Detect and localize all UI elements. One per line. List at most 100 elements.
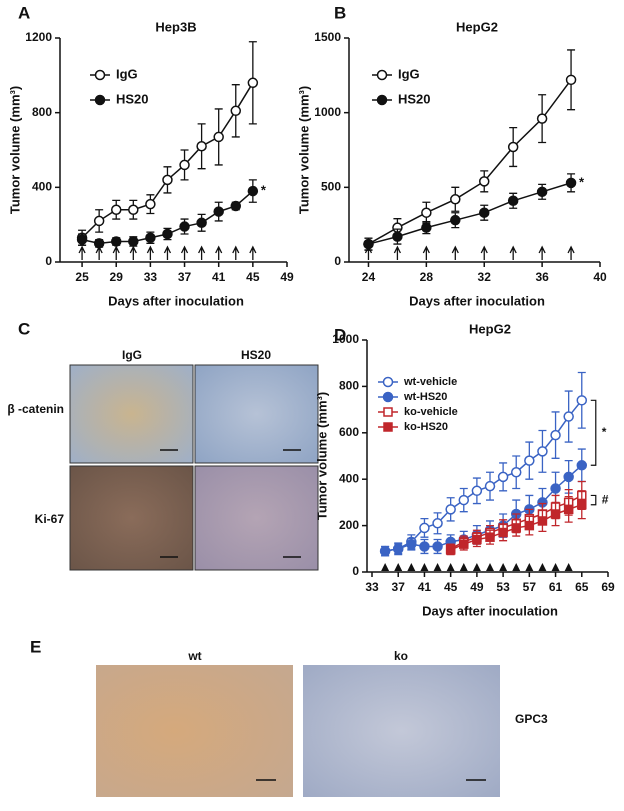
treatment-triangle (551, 563, 560, 571)
marker (382, 376, 394, 388)
treatment-triangle (394, 563, 403, 571)
legend-label: ko-vehicle (404, 406, 458, 418)
marker (432, 541, 443, 552)
row-label: Ki-67 (35, 512, 65, 526)
series-line (384, 399, 583, 552)
legend-label: IgG (398, 66, 420, 81)
x-tick-label: 41 (212, 270, 226, 284)
x-tick-label: 29 (110, 270, 124, 284)
marker (507, 141, 519, 153)
marker (76, 234, 88, 245)
x-tick-label: 49 (280, 270, 294, 284)
marker (576, 395, 588, 406)
y-tick-label: 400 (32, 180, 52, 194)
marker (577, 499, 587, 510)
legend-label: wt-vehicle (403, 376, 457, 388)
y-tick-label: 600 (339, 425, 359, 439)
bracket (590, 494, 597, 506)
marker (421, 222, 432, 233)
legend-label: HS20 (398, 91, 431, 106)
marker (213, 131, 224, 143)
marker (537, 446, 548, 457)
bracket (590, 399, 597, 466)
marker (392, 543, 404, 555)
y-tick-label: 0 (352, 564, 359, 578)
marker (550, 429, 561, 441)
micrograph (194, 364, 319, 464)
x-tick-label: 37 (178, 270, 192, 284)
treatment-arrow (451, 245, 459, 260)
treatment-triangle (564, 563, 573, 571)
y-axis-label: Tumor volume (mm³) (7, 86, 22, 214)
marker (376, 69, 388, 81)
treatment-arrow (480, 245, 488, 260)
marker (230, 105, 242, 117)
marker (458, 494, 470, 506)
x-tick-label: 28 (420, 270, 434, 284)
micrograph (96, 665, 293, 797)
panel-label: B (334, 3, 346, 22)
marker (196, 141, 207, 152)
marker (524, 455, 535, 466)
x-tick-label: 65 (575, 580, 589, 594)
marker (94, 94, 106, 106)
treatment-arrow (232, 245, 240, 260)
marker (497, 471, 509, 483)
treatment-triangle (486, 563, 494, 571)
marker (419, 541, 430, 552)
x-tick-label: 45 (444, 580, 458, 594)
scale-bars (160, 449, 301, 558)
row-label: β -catenin (7, 402, 64, 416)
marker (478, 207, 490, 218)
marker (537, 516, 548, 526)
x-tick-label: 37 (392, 580, 406, 594)
marker (565, 74, 577, 86)
x-tick-label: 33 (144, 270, 158, 284)
marker (511, 523, 521, 533)
y-tick-label: 1200 (25, 30, 52, 44)
treatment-arrow (509, 245, 517, 260)
marker (471, 485, 483, 497)
y-tick-label: 1000 (332, 332, 359, 346)
marker (563, 411, 574, 422)
treatment-triangle (459, 563, 468, 571)
marker (536, 113, 548, 124)
treatment-arrow (129, 245, 137, 260)
x-tick-label: 40 (593, 270, 607, 284)
column-label: wt (187, 649, 201, 663)
marker (406, 538, 417, 550)
treatment-arrow (393, 245, 401, 260)
y-axis-label: Tumor volume (mm³) (314, 392, 329, 520)
marker (383, 422, 393, 432)
treatment-triangle (538, 563, 547, 571)
treatment-arrow (567, 245, 575, 260)
chart-title: HepG2 (456, 19, 498, 34)
marker (162, 228, 173, 240)
chart-title: Hep3B (155, 19, 196, 34)
treatment-arrow (249, 245, 257, 260)
y-tick-label: 500 (321, 180, 341, 194)
marker (145, 232, 156, 243)
x-tick-label: 25 (75, 270, 89, 284)
treatment-arrow (95, 245, 103, 260)
marker (382, 391, 394, 403)
treatment-triangle (420, 563, 429, 571)
legend-label: ko-HS20 (404, 421, 448, 433)
x-tick-label: 49 (470, 580, 484, 594)
series-line (368, 79, 572, 245)
treatment-arrow (146, 245, 154, 260)
micrograph (194, 465, 319, 571)
marker (162, 174, 173, 186)
series-line (384, 464, 583, 552)
marker (524, 520, 535, 531)
treatment-triangle (525, 563, 534, 571)
marker (498, 527, 508, 538)
chart-title: HepG2 (469, 321, 511, 336)
y-tick-label: 400 (339, 471, 359, 485)
marker (128, 236, 139, 247)
y-tick-label: 800 (32, 105, 52, 119)
marker (110, 204, 122, 215)
marker (247, 77, 259, 89)
x-axis-label: Days after inoculation (422, 603, 558, 618)
marker (459, 539, 469, 549)
